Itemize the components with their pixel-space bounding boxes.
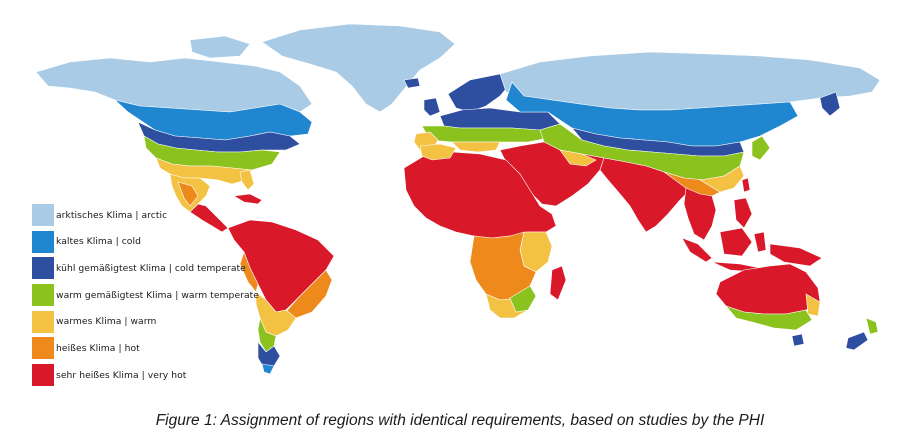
legend-swatch (32, 284, 54, 307)
region-caspian-warm (559, 149, 597, 167)
region-se-asia (683, 187, 717, 241)
region-tasmania (791, 333, 805, 347)
region-china-warm (699, 165, 745, 193)
region-australia-very-hot (715, 263, 821, 315)
legend-swatch (32, 230, 54, 253)
region-sa-warm (255, 291, 297, 337)
legend-item-warm-temperate: warm gemäßigtest Klima | warm temperate (32, 284, 282, 307)
legend-label: heißes Klima | hot (56, 342, 140, 354)
legend-label: sehr heißes Klima | very hot (56, 369, 187, 381)
map-legend: arktisches Klima | arctic kaltes Klima |… (32, 204, 282, 391)
region-na-arctic (35, 57, 313, 113)
legend-label: kaltes Klima | cold (56, 236, 141, 248)
world-climate-map (35, 23, 881, 375)
region-taiwan (741, 177, 751, 193)
legend-swatch (32, 257, 54, 280)
legend-label: arktisches Klima | arctic (56, 209, 168, 221)
legend-item-cold-temperate: kühl gemäßigtest Klima | cold temperate (32, 257, 282, 280)
region-borneo (719, 227, 753, 257)
region-east-africa-warm (519, 231, 553, 273)
region-australia-warm-temperate (725, 305, 813, 331)
region-sa-cold-temperate (257, 341, 281, 369)
legend-swatch (32, 204, 54, 226)
region-sumatra (681, 237, 713, 263)
region-philippines (733, 197, 753, 229)
region-caribbean (233, 193, 263, 205)
legend-item-very-hot: sehr heißes Klima | very hot (32, 364, 282, 387)
region-mexico-hot (177, 181, 199, 207)
region-iceland (403, 77, 421, 89)
region-madagascar (549, 265, 567, 301)
region-new-guinea (769, 243, 823, 267)
legend-swatch (32, 310, 54, 333)
region-africa-hot (469, 231, 537, 301)
region-na-arctic-islands (189, 35, 251, 59)
region-greenland (261, 23, 456, 113)
region-south-asia (599, 157, 691, 233)
region-japan (751, 135, 771, 161)
region-scandinavia (447, 73, 513, 113)
legend-label: warmes Klima | warm (56, 316, 157, 328)
region-nz-south (845, 331, 869, 351)
region-uk (423, 97, 441, 117)
region-maghreb-warm (419, 143, 457, 161)
figure-caption: Figure 1: Assignment of regions with ide… (155, 412, 765, 429)
region-florida (239, 169, 255, 191)
region-central-america (189, 203, 229, 233)
region-nz-north (865, 317, 879, 335)
legend-item-arctic: arktisches Klima | arctic (32, 204, 282, 226)
region-med-warm (451, 141, 501, 153)
legend-swatch (32, 337, 54, 360)
region-australia-warm (805, 293, 821, 317)
region-cape-warm-temperate (509, 285, 537, 313)
legend-item-hot: heißes Klima | hot (32, 337, 282, 360)
legend-label: kühl gemäßigtest Klima | cold temperate (56, 262, 246, 274)
region-kamchatka (819, 91, 841, 117)
region-sa-cold (261, 363, 275, 375)
region-sulawesi (753, 231, 767, 253)
legend-swatch (32, 364, 54, 387)
legend-item-cold: kaltes Klima | cold (32, 230, 282, 253)
legend-item-warm: warmes Klima | warm (32, 310, 282, 333)
legend-label: warm gemäßigtest Klima | warm temperate (56, 289, 260, 301)
